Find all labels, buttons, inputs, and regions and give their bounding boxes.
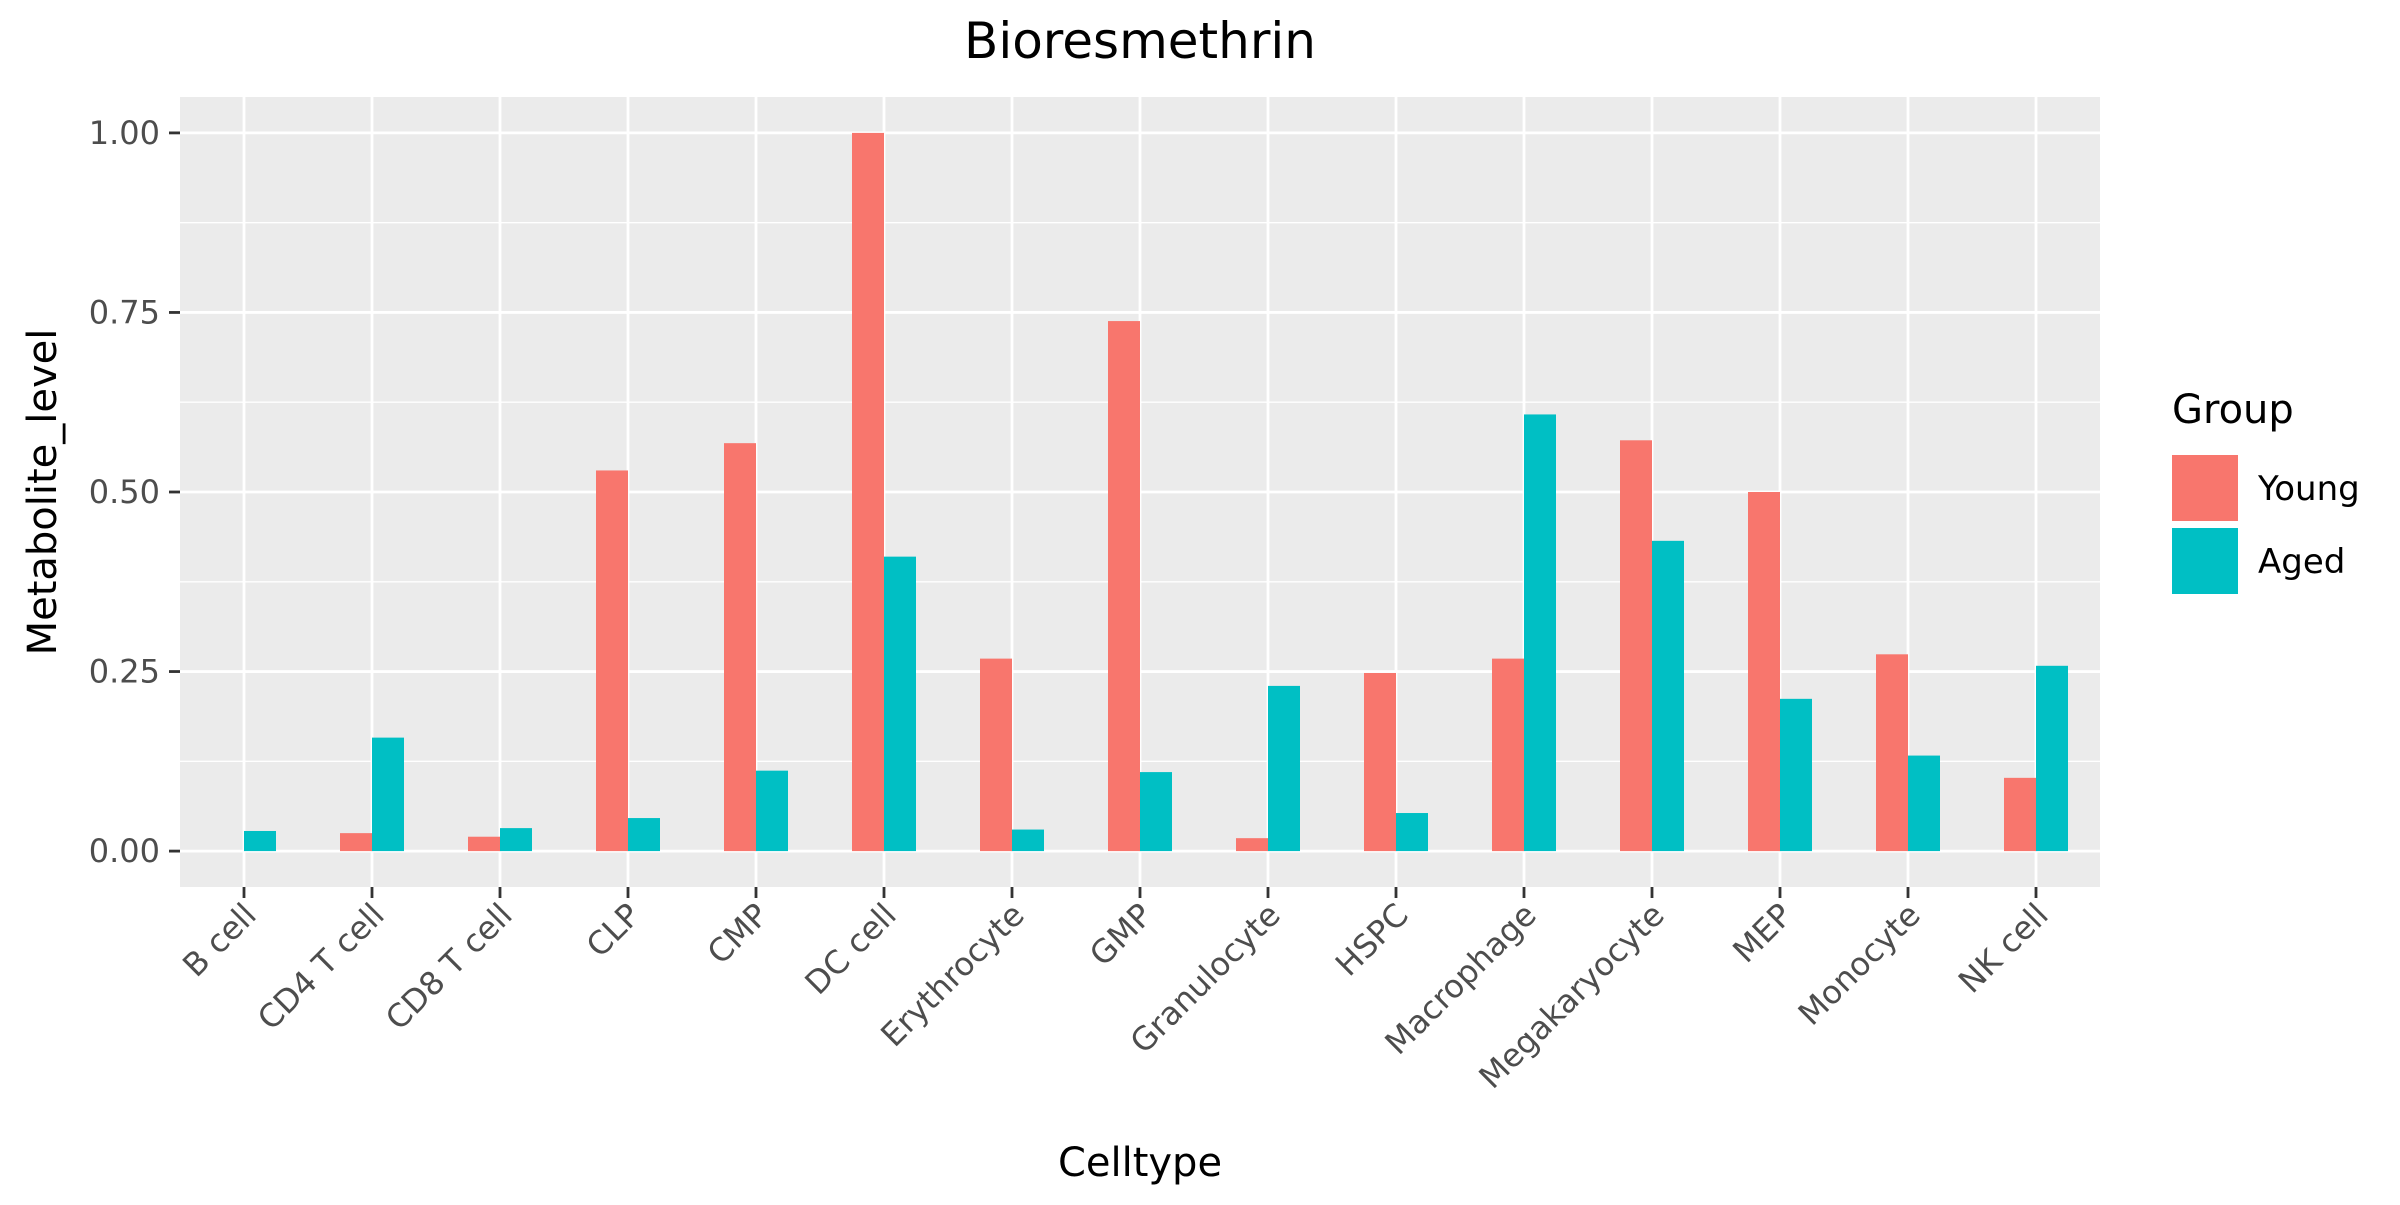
y-tick-label: 0.25: [89, 653, 160, 691]
bar-young-nk-cell: [2004, 777, 2036, 852]
x-tick-label: Monocyte: [1791, 896, 1928, 1033]
legend-label-aged: Aged: [2258, 542, 2345, 582]
x-tick-label: DC cell: [797, 896, 903, 1002]
x-tick-label: CD8 T cell: [378, 896, 520, 1038]
bars: [244, 132, 2068, 852]
y-axis: 0.00 0.25 0.50 0.75 1.00: [89, 114, 180, 870]
bar-aged-clp: [628, 818, 660, 852]
y-tick-label: 0.50: [89, 473, 160, 511]
bar-aged-cd4-t-cell: [372, 737, 404, 852]
bar-aged-megakaryocyte: [1652, 540, 1684, 852]
bar-young-cd4-t-cell: [340, 833, 372, 852]
bar-aged-gmp: [1140, 772, 1172, 852]
bar-aged-nk-cell: [2036, 665, 2068, 852]
bar-young-monocyte: [1876, 654, 1908, 852]
x-tick-label: HSPC: [1328, 896, 1416, 984]
x-tick-label: NK cell: [1951, 896, 2056, 1001]
x-tick-label: CD4 T cell: [250, 896, 392, 1038]
x-axis-title: Celltype: [1058, 1140, 1222, 1186]
bar-aged-erythrocyte: [1012, 829, 1044, 852]
bar-young-mep: [1748, 492, 1780, 852]
bar-aged-dc-cell: [884, 556, 916, 852]
bar-young-gmp: [1108, 321, 1140, 852]
legend-key-aged: [2172, 528, 2238, 594]
legend: Group Young Aged: [2172, 387, 2360, 594]
bar-young-cd8-t-cell: [468, 836, 500, 852]
x-tick-label: B cell: [175, 896, 264, 985]
x-tick-label: CLP: [579, 896, 648, 965]
bar-aged-granulocyte: [1268, 685, 1300, 852]
bar-aged-monocyte: [1908, 755, 1940, 852]
bar-young-clp: [596, 470, 628, 852]
legend-title: Group: [2172, 387, 2294, 433]
bar-young-macrophage: [1492, 658, 1524, 852]
bar-young-erythrocyte: [980, 658, 1012, 852]
legend-key-young: [2172, 455, 2238, 521]
bar-young-megakaryocyte: [1620, 440, 1652, 852]
y-tick-label: 0.00: [89, 832, 160, 870]
y-axis-title: Metabolite_level: [20, 329, 66, 656]
bar-aged-macrophage: [1524, 414, 1556, 852]
bar-young-granulocyte: [1236, 838, 1268, 852]
x-tick-label: GMP: [1082, 896, 1160, 974]
x-tick-label: MEP: [1725, 896, 1799, 970]
bar-young-dc-cell: [852, 132, 884, 852]
bar-aged-b-cell: [244, 830, 276, 852]
bar-aged-cmp: [756, 770, 788, 852]
bar-aged-hspc: [1396, 813, 1428, 852]
legend-label-young: Young: [2257, 469, 2360, 509]
chart-title: Bioresmethrin: [964, 12, 1316, 70]
y-tick-label: 1.00: [89, 114, 160, 152]
bar-young-cmp: [724, 443, 756, 852]
bar-aged-cd8-t-cell: [500, 828, 532, 852]
bar-young-hspc: [1364, 672, 1396, 852]
x-tick-label: CMP: [700, 896, 776, 972]
bar-aged-mep: [1780, 698, 1812, 852]
y-tick-label: 0.75: [89, 293, 160, 331]
